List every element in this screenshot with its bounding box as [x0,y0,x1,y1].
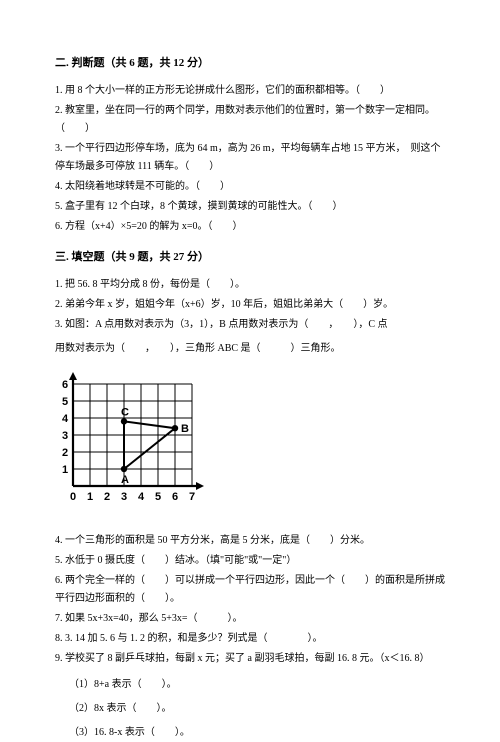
svg-text:2: 2 [62,447,68,459]
section-2-items: 1. 用 8 个大小一样的正方形无论拼成什么图形，它们的面积都相等。（ ） 2. … [55,82,445,236]
svg-text:0: 0 [70,491,76,503]
section-3-sub: （1）8+a 表示（ ）。 （2）8x 表示（ ）。 （3）16. 8-x 表示（ … [69,676,445,742]
section-3-line-after: 用数对表示为（ ， ），三角形 ABC 是（ ）三角形。 [55,340,445,358]
question-item: 3. 如图：A 点用数对表示为（3，1），B 点用数对表示为（ ， ），C 点 [55,316,445,334]
question-item: 2. 弟弟今年 x 岁，姐姐今年（x+6）岁，10 年后，姐姐比弟弟大（ ）岁。 [55,296,445,314]
question-item: 9. 学校买了 8 副乒乓球拍，每副 x 元；买了 a 副羽毛球拍，每副 16.… [55,650,445,668]
question-item: 4. 一个三角形的面积是 50 平方分米，高是 5 分米，底是（ ）分米。 [55,532,445,550]
question-item: （3）16. 8-x 表示（ ）。 [69,724,445,742]
svg-text:5: 5 [155,491,161,503]
question-item: 8. 3. 14 加 5. 6 与 1. 2 的积，和是多少？列式是（ ）。 [55,630,445,648]
svg-text:B: B [181,423,189,435]
svg-text:4: 4 [138,491,145,503]
svg-text:6: 6 [172,491,178,503]
svg-text:4: 4 [62,413,69,425]
question-item: 1. 把 56. 8 平均分成 8 份，每份是（ ）。 [55,276,445,294]
question-item: 5. 盒子里有 12 个白球，8 个黄球，摸到黄球的可能性大。（ ） [55,198,445,216]
triangle-figure: 01234567123456ABC [55,370,445,512]
svg-text:C: C [121,406,129,418]
svg-text:6: 6 [62,379,68,391]
svg-text:2: 2 [104,491,110,503]
question-item: 7. 如果 5x+3x=40，那么 5+3x=（ ）。 [55,610,445,628]
svg-text:7: 7 [189,491,195,503]
question-item: 2. 教室里，坐在同一行的两个同学，用数对表示他们的位置时，第一个数字一定相同。… [55,102,445,138]
section-3-items-b: 4. 一个三角形的面积是 50 平方分米，高是 5 分米，底是（ ）分米。 5. … [55,532,445,668]
question-item: 6. 方程（x+4）×5=20 的解为 x=0。（ ） [55,218,445,236]
section-2-title: 二. 判断题（共 6 题，共 12 分） [55,54,445,74]
question-item: 3. 一个平行四边形停车场，底为 64 m，高为 26 m，平均每辆车占地 15… [55,140,445,176]
svg-text:5: 5 [62,396,68,408]
svg-text:1: 1 [87,491,93,503]
question-item: 4. 太阳绕着地球转是不可能的。（ ） [55,178,445,196]
section-3-items-a: 1. 把 56. 8 平均分成 8 份，每份是（ ）。 2. 弟弟今年 x 岁，姐… [55,276,445,334]
svg-text:A: A [121,474,129,486]
svg-text:1: 1 [62,464,68,476]
svg-text:3: 3 [62,430,68,442]
question-item: （1）8+a 表示（ ）。 [69,676,445,694]
question-item: 6. 两个完全一样的（ ）可以拼成一个平行四边形，因此一个（ ）的面积是所拼成平… [55,572,445,608]
section-3-title: 三. 填空题（共 9 题，共 27 分） [55,248,445,268]
question-item: 5. 水低于 0 摄氏度（ ）结冰。（填"可能"或"一定"） [55,552,445,570]
svg-text:3: 3 [121,491,127,503]
question-item: 1. 用 8 个大小一样的正方形无论拼成什么图形，它们的面积都相等。（ ） [55,82,445,100]
question-item: （2）8x 表示（ ）。 [69,700,445,718]
